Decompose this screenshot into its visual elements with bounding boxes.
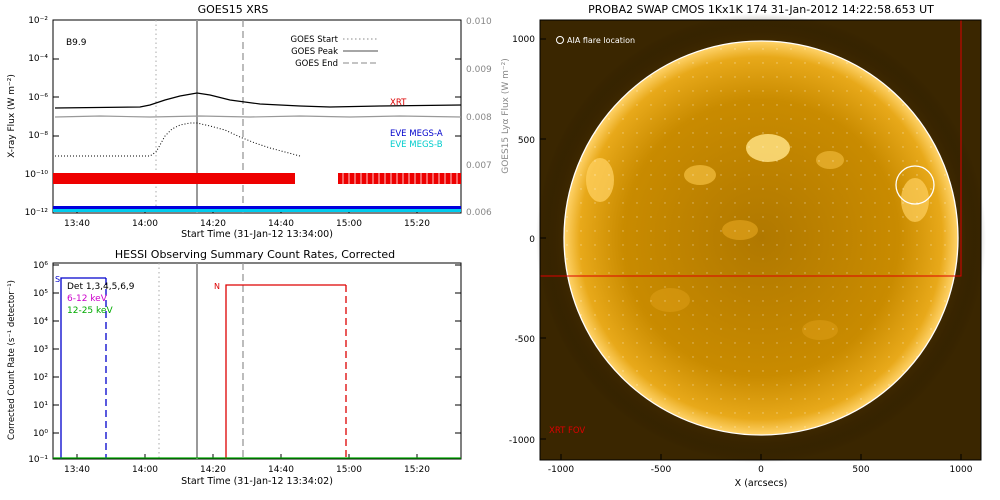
goes-long-channel-curve [54, 92, 462, 109]
goes-ylabel-left: X-ray Flux (W m⁻²) [7, 74, 17, 158]
hessi-ytick-label: 10⁶ [33, 261, 48, 271]
goes-xtick-label: 14:20 [200, 219, 226, 229]
legend-goes-peak: GOES Peak [291, 47, 338, 57]
swap-xtick-label: 1000 [950, 465, 973, 475]
eve-megs-a-bar [53, 206, 461, 209]
hessi-ytick-label: 10⁻¹ [28, 455, 48, 465]
swap-ytick-label: 0 [529, 235, 535, 245]
swap-panel: PROBA2 SWAP CMOS 1Kx1K 174 31-Jan-2012 1… [509, 3, 986, 489]
goes-title: GOES15 XRS [198, 3, 269, 16]
legend-12-25kev: 12-25 keV [67, 306, 113, 316]
hessi-s-marker: S [55, 275, 60, 284]
goes-right-tick-label: 0.007 [466, 161, 492, 171]
hessi-xlabel: Start Time (31-Jan-12 13:34:02) [181, 476, 333, 487]
goes-lya-curve [54, 115, 462, 118]
hessi-ytick-label: 10¹ [33, 401, 48, 411]
hessi-xtick-label: 14:40 [268, 465, 294, 475]
hessi-ylabel: Corrected Count Rate (s⁻¹ detector⁻¹) [7, 280, 17, 440]
hessi-ytick-label: 10⁵ [33, 289, 48, 299]
xrt-coverage-bar [338, 173, 461, 184]
swap-y-axis: 1000 500 0 -500 -1000 [509, 35, 546, 446]
hessi-y-axis: 10⁶ 10⁵ 10⁴ 10³ 10² 10¹ 10⁰ 10⁻¹ [28, 261, 461, 465]
goes-right-tick-label: 0.006 [466, 208, 492, 218]
hessi-x-axis: 13:40 14:00 14:20 14:40 15:00 15:20 [64, 454, 430, 475]
xrt-label: XRT [390, 98, 407, 108]
swap-title: PROBA2 SWAP CMOS 1Kx1K 174 31-Jan-2012 1… [588, 3, 934, 16]
goes-ytick-label: 10⁻¹⁰ [25, 170, 49, 180]
goes-legend: GOES Start GOES Peak GOES End [290, 35, 378, 69]
goes-ytick-label: 10⁻⁶ [28, 93, 48, 103]
hessi-title: HESSI Observing Summary Count Rates, Cor… [115, 248, 395, 261]
hessi-ytick-label: 10³ [33, 345, 48, 355]
hessi-panel: HESSI Observing Summary Count Rates, Cor… [7, 248, 462, 487]
hessi-legend: Det 1,3,4,5,6,9 6-12 keV 12-25 keV [67, 282, 135, 316]
goes-xtick-label: 15:00 [336, 219, 362, 229]
hessi-xtick-label: 15:20 [404, 465, 430, 475]
goes-xlabel: Start Time (31-Jan-12 13:34:00) [181, 229, 333, 240]
aia-flare-label: AIA flare location [567, 36, 635, 45]
swap-xtick-label: 0 [758, 465, 764, 475]
goes-panel: GOES15 XRS 10⁻² 10⁻⁴ 10⁻⁶ 10⁻⁸ 10⁻¹⁰ 10⁻… [7, 3, 511, 240]
hessi-xtick-label: 14:00 [132, 465, 158, 475]
goes-xtick-label: 13:40 [64, 219, 90, 229]
swap-ytick-label: -1000 [509, 436, 535, 446]
legend-goes-end: GOES End [295, 59, 338, 69]
hessi-ytick-label: 10⁴ [33, 317, 48, 327]
goes-flare-class: B9.9 [66, 38, 87, 48]
xrt-fov-label: XRT FOV [549, 426, 585, 436]
swap-ytick-label: 500 [518, 136, 535, 146]
hessi-xtick-label: 14:20 [200, 465, 226, 475]
legend-6-12kev: 6-12 keV [67, 294, 108, 304]
goes-right-tick-label: 0.008 [466, 113, 492, 123]
goes-ytick-label: 10⁻⁴ [28, 54, 48, 64]
swap-xlabel: X (arcsecs) [735, 478, 788, 489]
hessi-plot-frame [52, 262, 462, 460]
swap-xtick-label: -500 [651, 465, 672, 475]
hessi-xtick-label: 15:00 [336, 465, 362, 475]
goes-xtick-label: 14:40 [268, 219, 294, 229]
hessi-n-interval [225, 284, 346, 459]
legend-detectors: Det 1,3,4,5,6,9 [67, 282, 135, 292]
goes-ytick-label: 10⁻² [28, 16, 48, 26]
hessi-s-interval [60, 277, 106, 459]
goes-ytick-label: 10⁻¹² [25, 208, 49, 218]
goes-right-axis: 0.010 0.009 0.008 0.007 0.006 [466, 17, 492, 218]
solar-limb [563, 40, 959, 436]
heliographic-grid [564, 41, 958, 435]
aia-flare-circle [895, 165, 935, 205]
swap-ytick-label: 1000 [512, 35, 535, 45]
eve-megs-b-bar [53, 209, 461, 212]
swap-xtick-label: 500 [852, 465, 869, 475]
hessi-ytick-label: 10² [33, 373, 48, 383]
goes-xtick-label: 14:00 [132, 219, 158, 229]
swap-x-axis: -1000 -500 0 500 1000 [548, 454, 973, 475]
goes-ylabel-right: GOES15 Lyα Flux (W m⁻²) [501, 58, 511, 174]
goes-short-channel-curve [55, 122, 301, 157]
hessi-ytick-label: 10⁰ [33, 429, 48, 439]
hessi-n-marker: N [214, 282, 220, 291]
swap-ytick-label: -500 [515, 335, 536, 345]
goes-left-axis: 10⁻² 10⁻⁴ 10⁻⁶ 10⁻⁸ 10⁻¹⁰ 10⁻¹² [25, 16, 461, 218]
hessi-xtick-label: 13:40 [64, 465, 90, 475]
eve-megs-b-label: EVE MEGS-B [390, 140, 443, 150]
goes-right-tick-label: 0.009 [466, 65, 492, 75]
legend-goes-start: GOES Start [290, 35, 338, 45]
swap-xtick-label: -1000 [548, 465, 574, 475]
goes-right-tick-label: 0.010 [466, 17, 492, 27]
aia-legend-symbol [556, 36, 564, 44]
goes-ytick-label: 10⁻⁸ [28, 131, 48, 141]
xrt-coverage-bar [53, 173, 295, 184]
eve-megs-a-label: EVE MEGS-A [390, 129, 443, 139]
goes-xtick-label: 15:20 [404, 219, 430, 229]
